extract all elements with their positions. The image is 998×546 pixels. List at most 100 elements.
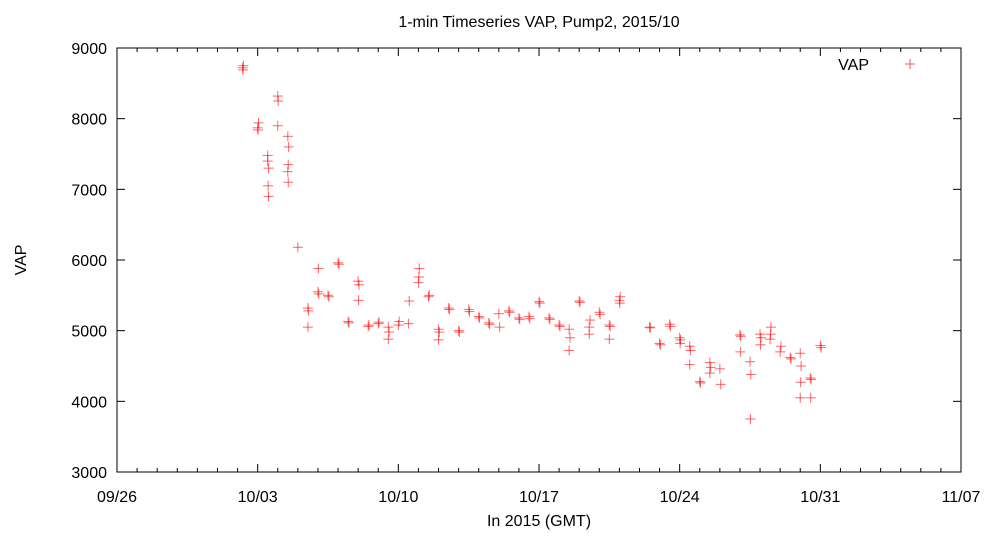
data-point — [524, 313, 535, 324]
data-point — [313, 288, 324, 299]
y-tick: 5000 — [71, 324, 961, 341]
data-point — [333, 257, 344, 268]
data-point — [494, 322, 505, 333]
data-point — [655, 339, 666, 350]
data-point — [534, 296, 544, 307]
data-point — [684, 341, 695, 352]
y-tick-label: 7000 — [71, 182, 107, 199]
data-point — [343, 317, 354, 328]
y-tick-label: 9000 — [71, 41, 107, 58]
data-point — [463, 304, 474, 315]
data-point — [374, 317, 385, 328]
data-point — [796, 361, 807, 371]
data-point — [734, 329, 745, 340]
data-point — [504, 307, 515, 318]
data-point — [665, 321, 676, 332]
data-point — [263, 163, 274, 174]
x-tick-label: 10/17 — [519, 489, 559, 506]
data-point — [283, 141, 294, 152]
data-point — [685, 345, 696, 356]
data-point — [795, 377, 806, 388]
data-point — [253, 124, 264, 135]
data-point — [373, 318, 384, 329]
data-point — [273, 96, 284, 106]
data-point — [423, 291, 434, 302]
data-point — [434, 327, 445, 338]
data-point — [312, 286, 323, 297]
data-point — [453, 325, 464, 336]
data-point — [806, 374, 817, 385]
data-point — [795, 392, 806, 403]
data-point — [383, 334, 394, 345]
data-point — [654, 338, 665, 349]
data-point — [575, 297, 586, 308]
data-point — [353, 295, 364, 306]
y-tick-label: 5000 — [71, 324, 107, 341]
legend: VAP — [838, 57, 915, 74]
data-point — [292, 242, 303, 253]
y-tick: 8000 — [71, 112, 961, 129]
data-point — [464, 306, 475, 317]
data-point — [564, 332, 575, 343]
data-point — [433, 324, 444, 335]
data-point — [282, 131, 293, 142]
data-point — [413, 271, 424, 282]
data-point — [534, 298, 545, 309]
data-point — [343, 316, 354, 327]
y-tick: 7000 — [71, 182, 961, 199]
x-tick-label: 10/10 — [378, 489, 418, 506]
data-point — [283, 177, 294, 188]
y-axis: 3000 4000 5000 6000 7000 8000 9000 — [71, 41, 961, 482]
y-axis-label: VAP — [13, 245, 30, 276]
x-tick-label: 10/03 — [238, 489, 278, 506]
data-point — [574, 295, 585, 306]
data-point — [454, 327, 465, 338]
y-tick-label: 8000 — [71, 112, 107, 129]
x-tick-label: 09/26 — [97, 489, 137, 506]
y-tick-label: 6000 — [71, 253, 107, 270]
data-point — [263, 180, 274, 191]
data-point — [564, 345, 575, 356]
data-point — [704, 357, 715, 368]
x-tick-label: 10/24 — [660, 489, 700, 506]
data-point — [735, 331, 746, 342]
data-point — [735, 346, 746, 357]
data-point — [394, 316, 405, 327]
data-point — [484, 319, 495, 330]
data-point — [695, 377, 706, 388]
data-point — [363, 321, 374, 332]
data-point — [513, 312, 524, 323]
data-point — [444, 304, 455, 315]
data-point — [544, 314, 555, 325]
data-point — [805, 373, 816, 384]
data-point — [815, 340, 826, 351]
y-tick-label: 4000 — [71, 394, 107, 411]
data-point — [364, 320, 375, 331]
data-point — [313, 263, 324, 274]
data-point — [263, 191, 274, 202]
data-point — [523, 311, 534, 322]
data-point — [585, 315, 596, 326]
y-tick: 4000 — [71, 394, 961, 411]
data-point — [493, 308, 504, 319]
chart-title: 1-min Timeseries VAP, Pump2, 2015/10 — [398, 14, 679, 31]
data-point — [805, 392, 816, 403]
data-point — [433, 334, 444, 345]
data-point — [714, 363, 725, 374]
data-point — [564, 324, 575, 335]
x-axis-label: In 2015 (GMT) — [487, 513, 591, 530]
data-point — [303, 305, 314, 316]
data-point — [745, 356, 755, 367]
legend-label-vap: VAP — [838, 57, 869, 74]
x-tick-label: 11/07 — [942, 489, 981, 506]
data-point — [775, 346, 786, 357]
data-point — [238, 64, 249, 75]
data-point — [384, 327, 395, 338]
data-point — [684, 359, 695, 370]
data-point — [554, 321, 565, 332]
plot-frame — [116, 47, 962, 473]
data-point — [644, 322, 655, 333]
data-point — [664, 319, 675, 330]
data-point — [424, 290, 435, 301]
